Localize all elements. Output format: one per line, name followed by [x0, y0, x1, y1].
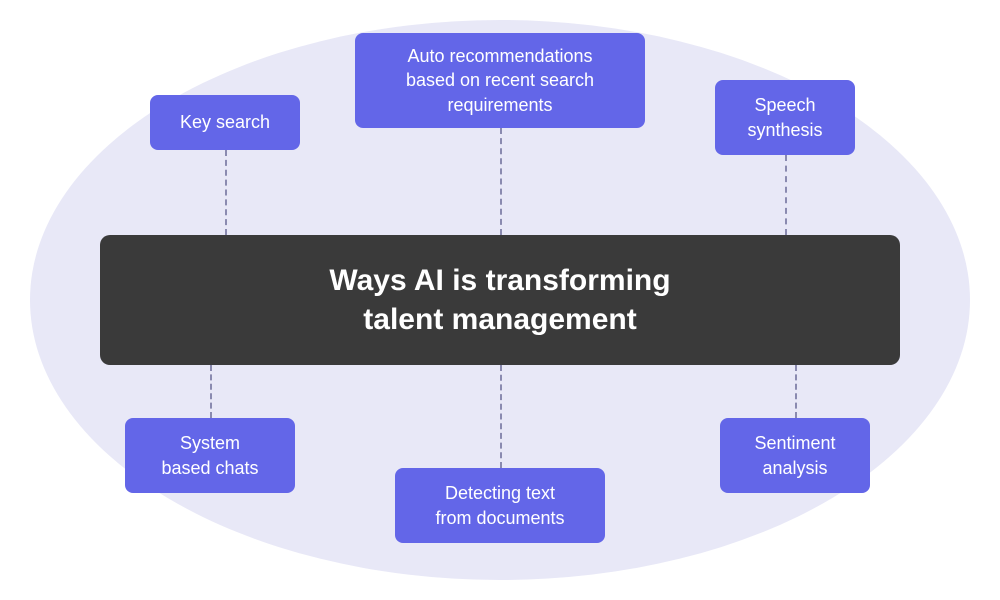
center-title-text: Ways AI is transforming talent managemen… — [329, 261, 670, 339]
connector-detecting-text — [500, 365, 502, 468]
node-system-chats: System based chats — [125, 418, 295, 493]
connector-auto-recs — [500, 128, 502, 235]
node-label: Auto recommendations based on recent sea… — [406, 44, 594, 117]
node-detecting-text: Detecting text from documents — [395, 468, 605, 543]
connector-system-chats — [210, 365, 212, 418]
node-speech-synthesis: Speech synthesis — [715, 80, 855, 155]
connector-sentiment-analysis — [795, 365, 797, 418]
node-auto-recs: Auto recommendations based on recent sea… — [355, 33, 645, 128]
node-label: Sentiment analysis — [754, 431, 835, 480]
connector-key-search — [225, 150, 227, 235]
node-label: Key search — [180, 110, 270, 134]
center-title-bar: Ways AI is transforming talent managemen… — [100, 235, 900, 365]
node-key-search: Key search — [150, 95, 300, 150]
node-label: Speech synthesis — [747, 93, 822, 142]
node-sentiment-analysis: Sentiment analysis — [720, 418, 870, 493]
node-label: Detecting text from documents — [435, 481, 564, 530]
node-label: System based chats — [161, 431, 258, 480]
connector-speech-synthesis — [785, 155, 787, 235]
